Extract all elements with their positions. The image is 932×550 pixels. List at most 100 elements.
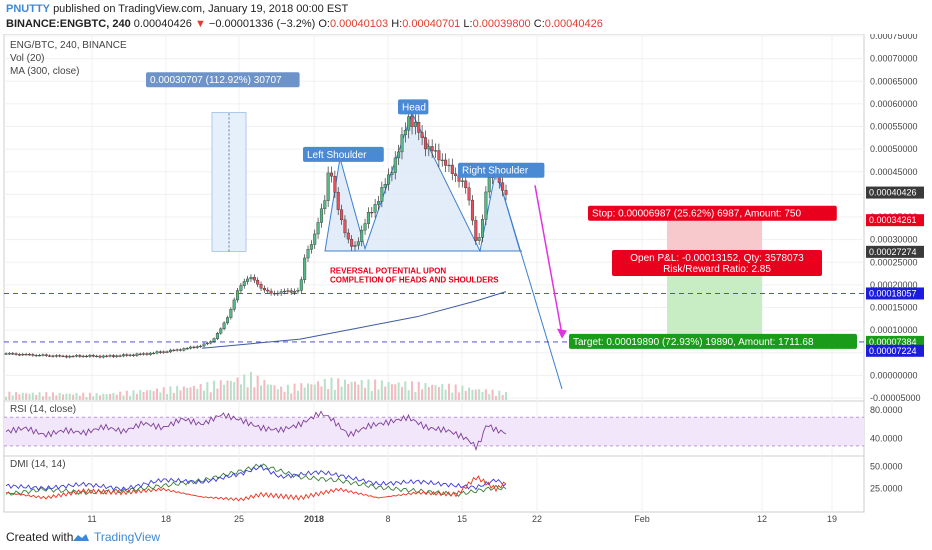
volume-bar — [377, 389, 380, 400]
ma-300-line — [202, 291, 507, 349]
head-label: Head — [402, 102, 426, 113]
volume-bar — [407, 390, 410, 400]
candle-body — [232, 299, 236, 310]
chart-canvas[interactable]: 0.00030707 (112.92%) 30707 Head Left Shoul… — [0, 34, 932, 524]
candle-body — [17, 354, 21, 356]
volume-bar — [25, 393, 28, 400]
measure-label-bg — [146, 72, 300, 88]
volume-bar — [390, 384, 393, 400]
candle-body — [400, 134, 404, 153]
candle-body — [219, 328, 223, 334]
volume-bar — [172, 392, 175, 400]
candle-body — [373, 204, 377, 213]
volume-bar — [229, 380, 232, 400]
candle-body — [249, 277, 253, 280]
y-tick-label: 0.00015000 — [870, 303, 918, 313]
candle-body — [246, 278, 250, 282]
candle-body — [296, 290, 300, 292]
volume-bar — [330, 377, 333, 400]
candle-body — [11, 353, 15, 355]
volume-bar — [380, 380, 383, 400]
volume-bar — [11, 395, 14, 400]
candle-body — [477, 237, 481, 241]
volume-bar — [246, 387, 249, 400]
volume-bar — [256, 375, 259, 400]
x-tick-label: 15 — [457, 514, 467, 524]
volume-bar — [223, 384, 226, 400]
candle-body — [121, 354, 125, 357]
candle-body — [175, 349, 179, 351]
projection-arrowhead — [557, 328, 567, 339]
target-label: Target: 0.00019890 (72.93%) 19890, Amoun… — [573, 337, 814, 348]
volume-bar — [458, 392, 461, 400]
volume-bar — [239, 384, 242, 400]
candle-body — [222, 322, 226, 330]
candle-body — [279, 291, 283, 294]
volume-bar — [360, 380, 363, 400]
volume-bar — [216, 388, 219, 400]
candle-body — [158, 351, 162, 353]
candle-body — [21, 354, 25, 356]
price-tag: 0.00034261 — [869, 215, 917, 225]
volume-bar — [31, 392, 34, 400]
left-shoulder-label-bg — [303, 146, 384, 162]
candle-body — [376, 201, 380, 205]
candle-body — [470, 199, 474, 221]
candle-body — [504, 190, 508, 195]
candle-body — [229, 309, 233, 318]
candle-body — [192, 346, 196, 348]
candle-body — [360, 229, 364, 242]
volume-bar — [15, 392, 18, 400]
candle-body — [323, 200, 327, 210]
candle-body — [333, 176, 337, 193]
candle-body — [115, 355, 119, 357]
volume-bar — [340, 386, 343, 400]
volume-bar — [270, 384, 273, 400]
candle-body — [142, 353, 146, 355]
volume-bar — [72, 394, 75, 400]
candle-body — [346, 232, 350, 240]
candle-body — [387, 174, 391, 185]
candle-body — [78, 355, 82, 357]
ohlc-line: BINANCE:ENGBTC, 240 0.00040426 ▼ −0.0000… — [6, 18, 603, 30]
candle-body — [14, 353, 18, 355]
x-axis: 11 18 25 2018 8 15 22 Feb 12 19 — [87, 514, 837, 524]
stop-zone — [667, 220, 762, 253]
candle-body — [276, 292, 280, 295]
candle-body — [31, 354, 35, 356]
x-tick-label: 8 — [385, 514, 390, 524]
volume-bar — [45, 392, 48, 400]
volume-bar — [501, 395, 504, 400]
candle-body — [24, 354, 28, 356]
volume-bar — [290, 393, 293, 400]
volume-bar — [109, 393, 112, 400]
candle-body — [403, 129, 407, 135]
candle-body — [205, 342, 209, 345]
volume-bar — [364, 387, 367, 400]
volume-bar — [323, 378, 326, 400]
pnl-line2: Risk/Reward Ratio: 2.85 — [663, 264, 771, 275]
projection-line — [495, 169, 563, 390]
candle-body — [313, 233, 317, 245]
low-value: 0.00039800 — [472, 18, 531, 30]
tradingview-logo[interactable]: TradingView — [72, 530, 160, 544]
volume-bar — [357, 384, 360, 400]
author-name[interactable]: PNUTTY — [6, 3, 50, 15]
down-triangle-icon: ▼ — [194, 18, 206, 30]
x-tick-label: 25 — [234, 514, 244, 524]
candle-body — [215, 333, 219, 339]
candle-body — [427, 146, 431, 150]
candle-body — [185, 348, 189, 350]
volume-bar — [186, 387, 189, 400]
volume-bar — [55, 395, 58, 400]
candle-body — [393, 157, 397, 173]
volume-bar — [471, 389, 474, 400]
annotations: 0.00030707 (112.92%) 30707 Head Left Shoul… — [146, 72, 857, 349]
price-tag-bg — [866, 344, 924, 357]
y-tick-label: 0.00000000 — [870, 370, 918, 380]
volume-bar — [505, 392, 507, 400]
candle-body — [474, 220, 478, 241]
candle-body — [118, 355, 122, 357]
candle-body — [366, 212, 370, 224]
candle-body — [64, 355, 68, 358]
